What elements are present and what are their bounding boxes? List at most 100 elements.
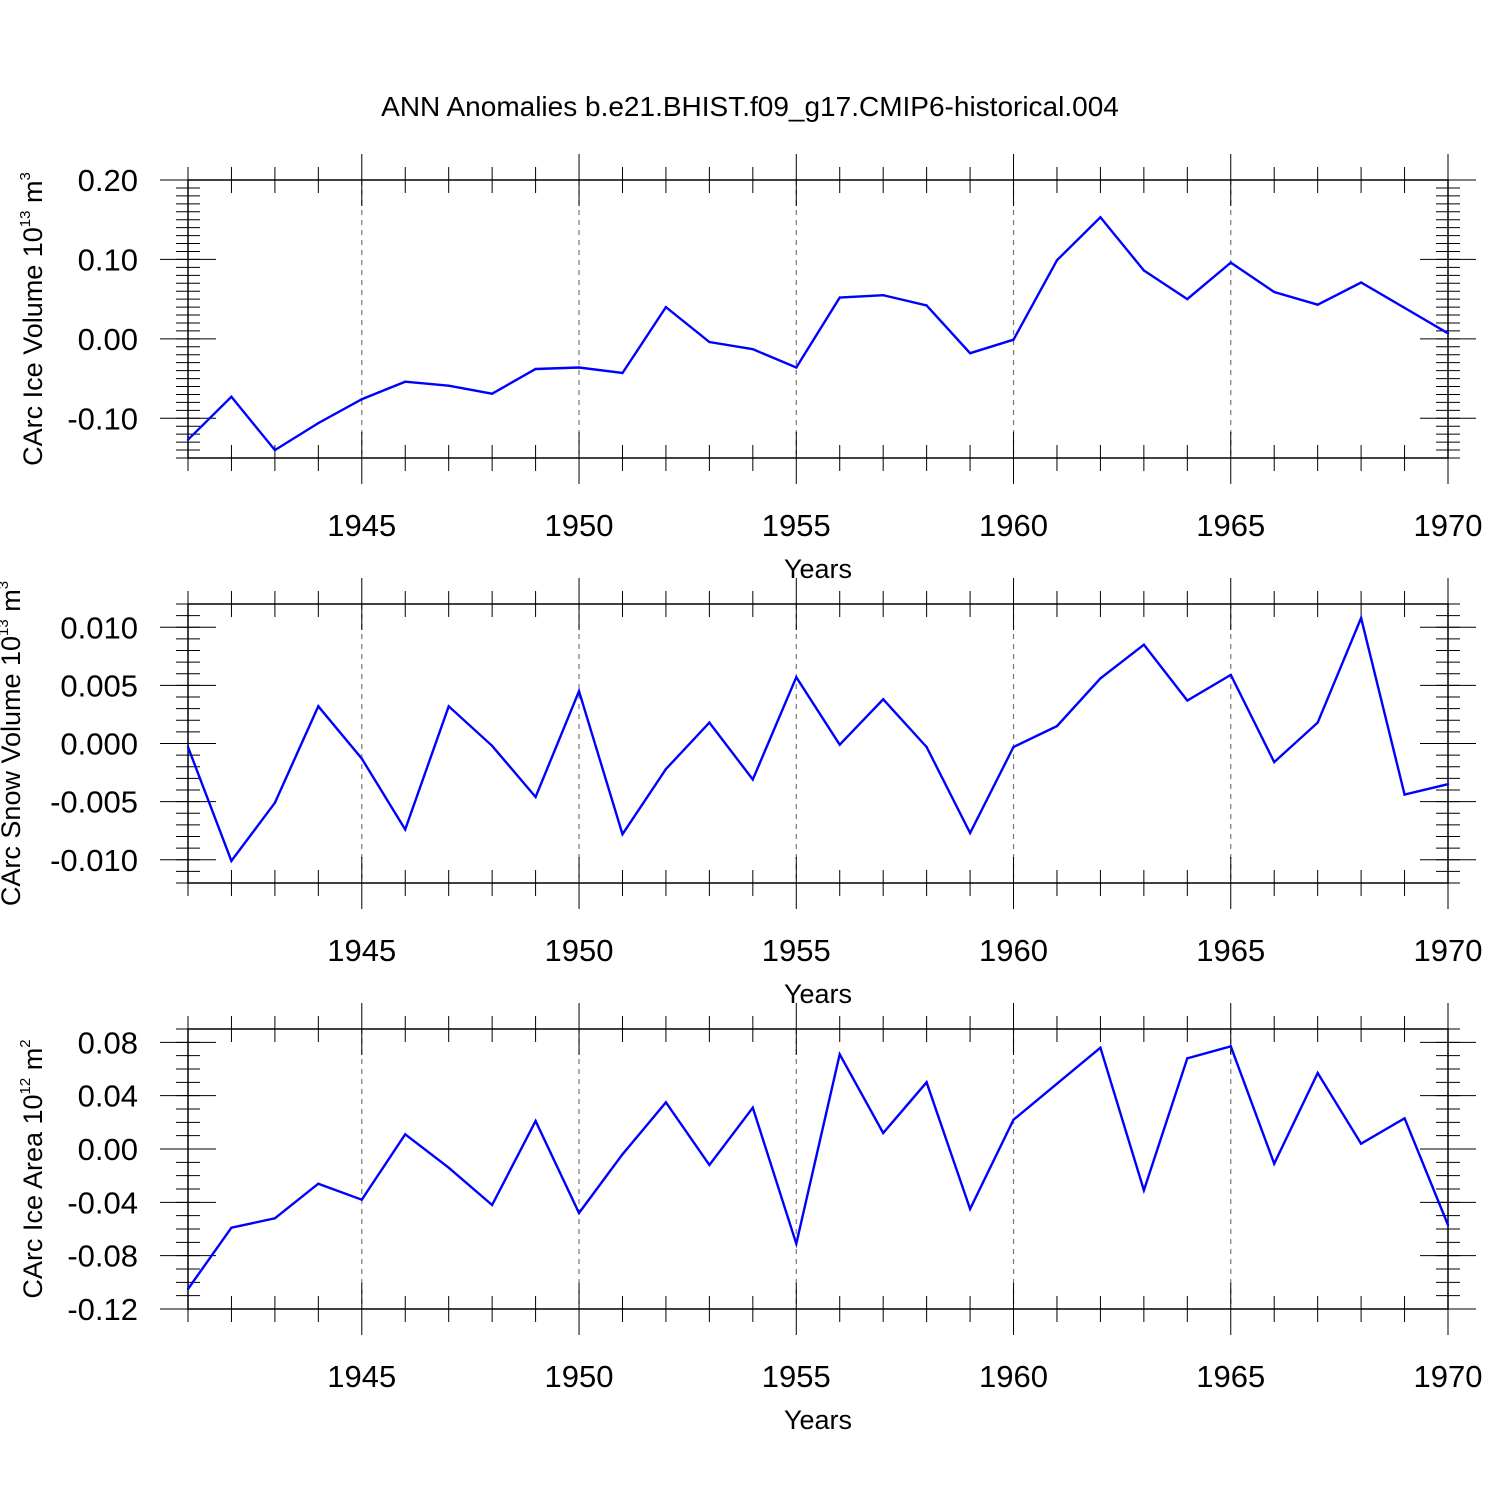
data-point xyxy=(404,828,407,831)
data-point xyxy=(1099,677,1102,680)
y-tick-label: -0.08 xyxy=(67,1239,138,1274)
data-point xyxy=(273,801,277,804)
data-point xyxy=(534,367,537,371)
data-point xyxy=(273,448,277,452)
data-point xyxy=(1316,1071,1319,1075)
data-point xyxy=(273,1217,277,1220)
data-point xyxy=(404,1133,407,1136)
y-tick-label: -0.04 xyxy=(67,1185,138,1220)
data-point xyxy=(708,721,711,724)
data-point xyxy=(1055,1082,1059,1085)
y-tick-label: 0.10 xyxy=(78,242,138,277)
data-point xyxy=(404,380,407,383)
y-axis-label-part: CArc Snow Volume 10 xyxy=(0,636,26,906)
data-point xyxy=(1012,338,1015,341)
data-point xyxy=(1055,259,1059,262)
y-tick-label: 0.000 xyxy=(60,727,138,762)
y-axis-label: CArc Snow Volume 1013 m3 xyxy=(0,581,26,906)
data-point xyxy=(1273,290,1276,294)
x-tick-label: 1945 xyxy=(327,508,396,543)
data-point xyxy=(1055,724,1059,728)
data-point xyxy=(230,859,233,863)
series-line xyxy=(187,1044,1450,1290)
x-tick-label: 1945 xyxy=(327,933,396,968)
data-point xyxy=(708,340,711,344)
y-tick-label: 0.08 xyxy=(78,1025,138,1060)
plot-frame xyxy=(187,179,1449,459)
x-tick-label: 1970 xyxy=(1414,933,1483,968)
data-point xyxy=(881,293,885,297)
y-axis-label-superscript: 13 xyxy=(0,619,12,636)
y-tick-label: 0.00 xyxy=(78,1132,138,1167)
data-point xyxy=(968,1207,972,1211)
data-point xyxy=(1446,1223,1450,1227)
data-point xyxy=(881,698,885,701)
x-axis-label: Years xyxy=(784,1405,852,1435)
data-point xyxy=(1359,1142,1363,1145)
y-axis-label-part: CArc Ice Area 10 xyxy=(18,1094,48,1298)
y-axis-label-part: m xyxy=(18,181,48,211)
plot-frame xyxy=(187,1028,1449,1310)
data-point xyxy=(1316,303,1319,306)
x-tick-label: 1945 xyxy=(327,1359,396,1394)
data-point xyxy=(534,795,537,799)
data-point xyxy=(621,371,624,375)
y-tick-label: -0.10 xyxy=(67,401,138,436)
x-tick-label: 1955 xyxy=(762,508,831,543)
data-point xyxy=(1359,281,1363,284)
x-tick-label: 1960 xyxy=(979,508,1048,543)
data-point xyxy=(838,743,841,746)
x-tick-label: 1955 xyxy=(762,1359,831,1394)
data-point xyxy=(1446,332,1450,335)
data-point xyxy=(1229,1045,1232,1048)
data-point xyxy=(447,384,450,387)
data-point xyxy=(968,351,972,355)
y-axis-label-superscript: 12 xyxy=(17,1078,34,1095)
data-point xyxy=(360,757,363,760)
y-tick-label: 0.005 xyxy=(60,668,138,703)
data-point xyxy=(751,1106,755,1109)
data-point xyxy=(447,1166,450,1169)
x-tick-label: 1960 xyxy=(979,933,1048,968)
data-point xyxy=(1186,1057,1189,1060)
data-point xyxy=(447,705,450,708)
chart-panel-3: -0.12 -0.08 -0.04 0.00 0.04 0.08 1945 1950 1955 1… xyxy=(17,1003,1482,1435)
data-point xyxy=(1229,673,1232,677)
data-point xyxy=(751,347,755,351)
x-tick-label: 1955 xyxy=(762,933,831,968)
y-axis-label-superscript: 2 xyxy=(17,1039,34,1047)
y-axis-label-superscript: 3 xyxy=(17,172,34,180)
data-point xyxy=(534,1119,537,1123)
data-point xyxy=(1186,699,1189,702)
data-point xyxy=(490,1203,494,1207)
data-point xyxy=(795,1242,798,1245)
data-point xyxy=(1273,1162,1276,1165)
x-tick-label: 1965 xyxy=(1196,933,1265,968)
data-point xyxy=(621,832,624,836)
x-tick-label: 1965 xyxy=(1196,508,1265,543)
data-point xyxy=(664,1101,668,1104)
series-line xyxy=(186,614,1449,864)
data-point xyxy=(317,421,320,425)
x-tick-label: 1950 xyxy=(545,933,614,968)
data-point xyxy=(925,1081,928,1084)
data-point xyxy=(1273,760,1276,764)
data-point xyxy=(1446,782,1450,786)
data-point xyxy=(577,689,581,693)
data-point xyxy=(1142,269,1146,272)
x-tick-label: 1960 xyxy=(979,1359,1048,1394)
x-tick-label: 1950 xyxy=(545,1359,614,1394)
x-tick-label: 1970 xyxy=(1414,508,1483,543)
data-point xyxy=(925,304,928,307)
data-point xyxy=(1403,306,1406,310)
data-point xyxy=(621,1153,624,1156)
y-axis-label-superscript: 13 xyxy=(17,211,34,228)
y-axis-label-part: m xyxy=(0,589,26,619)
data-point xyxy=(1099,1046,1102,1049)
data-point xyxy=(1142,1189,1146,1192)
x-axis-label: Years xyxy=(784,554,852,584)
data-point xyxy=(360,398,363,401)
plot-frame xyxy=(187,603,1449,884)
y-tick-label: 0.20 xyxy=(78,163,138,198)
data-point xyxy=(838,296,841,299)
